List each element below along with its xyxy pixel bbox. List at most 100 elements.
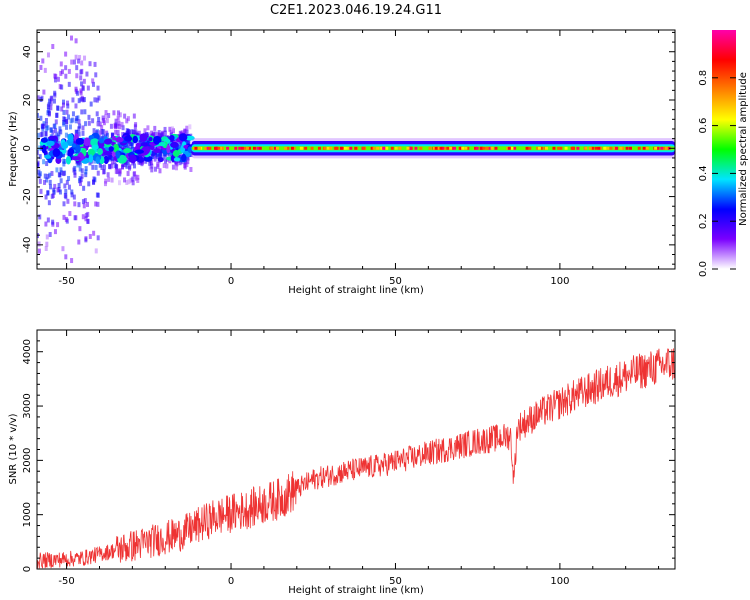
spectral-hotspot [197,146,201,150]
spectral-cell [57,182,61,188]
spectral-hotspot [243,146,247,150]
spectral-cell [65,109,69,115]
spectral-cell [80,68,84,74]
spectral-cell [56,105,60,111]
spectral-cell [40,95,44,101]
spectral-cell [73,215,77,221]
spectral-cell [108,153,112,159]
spectral-cell [67,175,71,181]
spectral-cell [63,183,67,189]
spectral-cell [96,170,100,176]
spectral-cell [132,113,136,119]
spectral-cell [85,71,89,77]
spectral-cell [54,127,58,133]
spectral-hotspot [217,146,221,150]
spectral-hotspot [406,146,410,150]
colorbar-tick-label: 0.6 [698,118,709,134]
spectral-cell [118,124,122,130]
spectral-hotspot [436,146,440,150]
snr-frame [36,329,676,570]
spectral-cell [165,163,169,169]
spectral-cell [56,222,60,228]
spectral-cell [62,99,66,105]
spectral-cell [67,114,71,120]
spectral-cell [111,135,117,141]
spectral-cell [96,201,100,207]
spectral-cell [117,144,121,150]
spectral-cell [112,110,116,116]
spectral-hotspot [506,146,510,150]
spectral-cell [58,189,62,195]
spectral-cell [44,221,48,227]
spectral-cell [101,118,105,124]
snr-line [36,347,676,569]
spectral-cell [173,157,181,162]
spectral-cell [91,118,95,124]
spectral-cell [131,147,135,153]
spectral-cell [75,130,79,136]
spectral-cell [44,131,48,137]
spectral-hotspot [459,146,463,150]
spectral-cell [64,132,68,138]
y-tick-label: -40 [22,237,33,253]
spectral-hotspot [613,146,617,150]
spectral-cell [69,118,73,124]
spectral-hotspot [453,146,457,150]
spectral-cell [180,130,184,136]
spectrogram-y-axis-label: Frequency (Hz) [8,111,19,187]
spectral-hotspot [339,146,343,150]
spectral-cell [84,172,88,178]
spectral-cell [61,102,65,108]
spectral-cell [82,78,86,84]
spectral-cell [37,112,39,118]
spectral-cell [49,96,53,102]
spectral-hotspot [394,146,398,150]
spectral-cell [125,163,129,169]
spectral-cell [80,81,84,87]
spectral-cell [57,140,61,146]
spectral-cell [118,180,122,186]
spectral-hotspot [234,146,238,150]
spectral-cell [113,158,117,164]
spectral-cell [169,129,173,135]
spectral-cell [40,137,48,143]
spectral-hotspot [609,146,613,150]
spectral-hotspot [494,146,498,150]
spectral-cell [151,132,155,138]
spectral-cell [79,96,83,102]
spectral-cell [43,179,47,185]
spectral-cell [84,237,88,243]
spectral-cell [65,179,69,185]
spectral-cell [110,143,114,149]
spectral-cell [59,61,63,67]
spectral-cell [92,179,96,185]
spectral-hotspot [434,146,438,150]
spectral-cell [77,126,81,132]
spectral-cell [70,258,74,264]
spectral-cell [114,129,118,135]
spectral-cell [170,141,179,149]
spectral-cell [134,129,138,135]
spectral-cell [88,61,92,67]
spectral-cell [91,81,95,87]
spectral-cell [125,118,129,124]
spectral-cell [102,169,106,175]
spectral-hotspot [370,146,374,150]
spectral-hotspot [591,146,595,150]
spectral-cell [116,110,120,116]
spectral-hotspot [246,146,250,150]
spectral-cell [51,129,55,135]
spectral-cell [105,118,109,124]
spectral-cell [71,117,75,123]
spectral-cell [120,121,124,127]
spectral-cell [150,163,154,169]
spectral-cell [185,129,189,135]
spectral-cell [64,254,68,260]
spectral-cell [70,59,74,65]
spectral-cell [140,142,149,147]
y-tick-label: 0 [22,566,33,572]
spectral-hotspot [466,146,470,150]
spectral-cell [42,123,46,129]
spectral-cell [62,171,66,177]
y-tick-label: 3000 [22,393,33,418]
